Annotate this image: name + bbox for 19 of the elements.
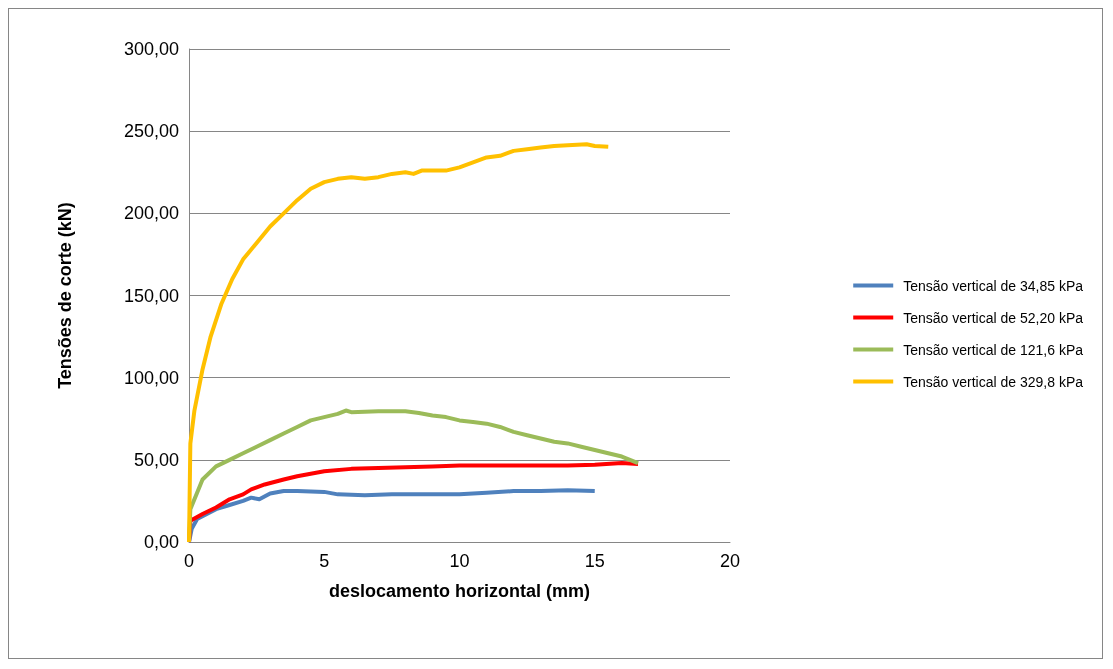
y-tick-label: 250,00 (123, 121, 179, 142)
x-tick-label: 10 (449, 551, 470, 571)
legend-label: Tensão vertical de 34,85 kPa (903, 277, 1084, 294)
legend-label: Tensão vertical de 52,20 kPa (903, 309, 1084, 326)
y-tick-label: 200,00 (123, 203, 179, 224)
y-tick-label: 150,00 (123, 285, 179, 306)
y-tick-label: 50,00 (133, 449, 179, 470)
y-tick-label: 300,00 (123, 39, 179, 59)
x-tick-label: 20 (719, 551, 741, 571)
line-series (187, 142, 611, 544)
x-tick-label: 15 (584, 551, 605, 571)
legend-label: Tensão vertical de 329,8 kPa (903, 373, 1084, 390)
y-tick-label: 100,00 (123, 367, 179, 388)
x-tick-label: 5 (319, 551, 330, 571)
x-tick-label: 0 (183, 551, 195, 571)
legend-label: Tensão vertical de 121,6 kPa (903, 341, 1084, 358)
x-axis-title: deslocamento horizontal (mm) (328, 581, 591, 601)
y-axis-title: Tensões de corte (kN) (55, 202, 75, 389)
y-tick-label: 0,00 (143, 532, 179, 552)
